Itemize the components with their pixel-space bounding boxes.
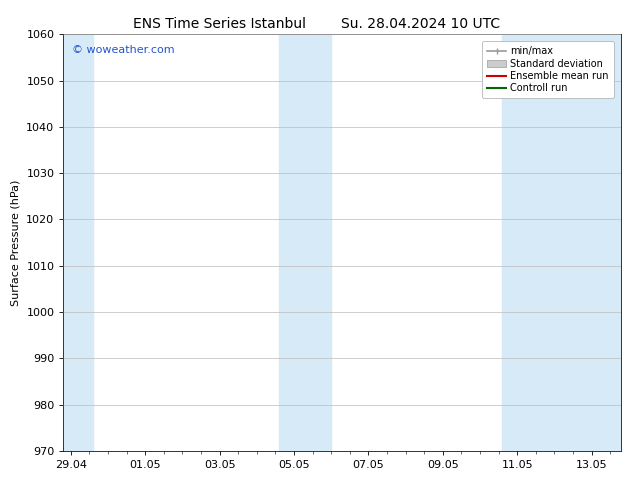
Text: © woweather.com: © woweather.com [72, 45, 174, 55]
Bar [63, 34, 93, 451]
Bar [502, 34, 536, 451]
Text: ENS Time Series Istanbul        Su. 28.04.2024 10 UTC: ENS Time Series Istanbul Su. 28.04.2024 … [133, 17, 501, 31]
Bar [279, 34, 331, 451]
Bar [536, 34, 621, 451]
Y-axis label: Surface Pressure (hPa): Surface Pressure (hPa) [11, 179, 21, 306]
Legend: min/max, Standard deviation, Ensemble mean run, Controll run: min/max, Standard deviation, Ensemble me… [482, 41, 614, 98]
